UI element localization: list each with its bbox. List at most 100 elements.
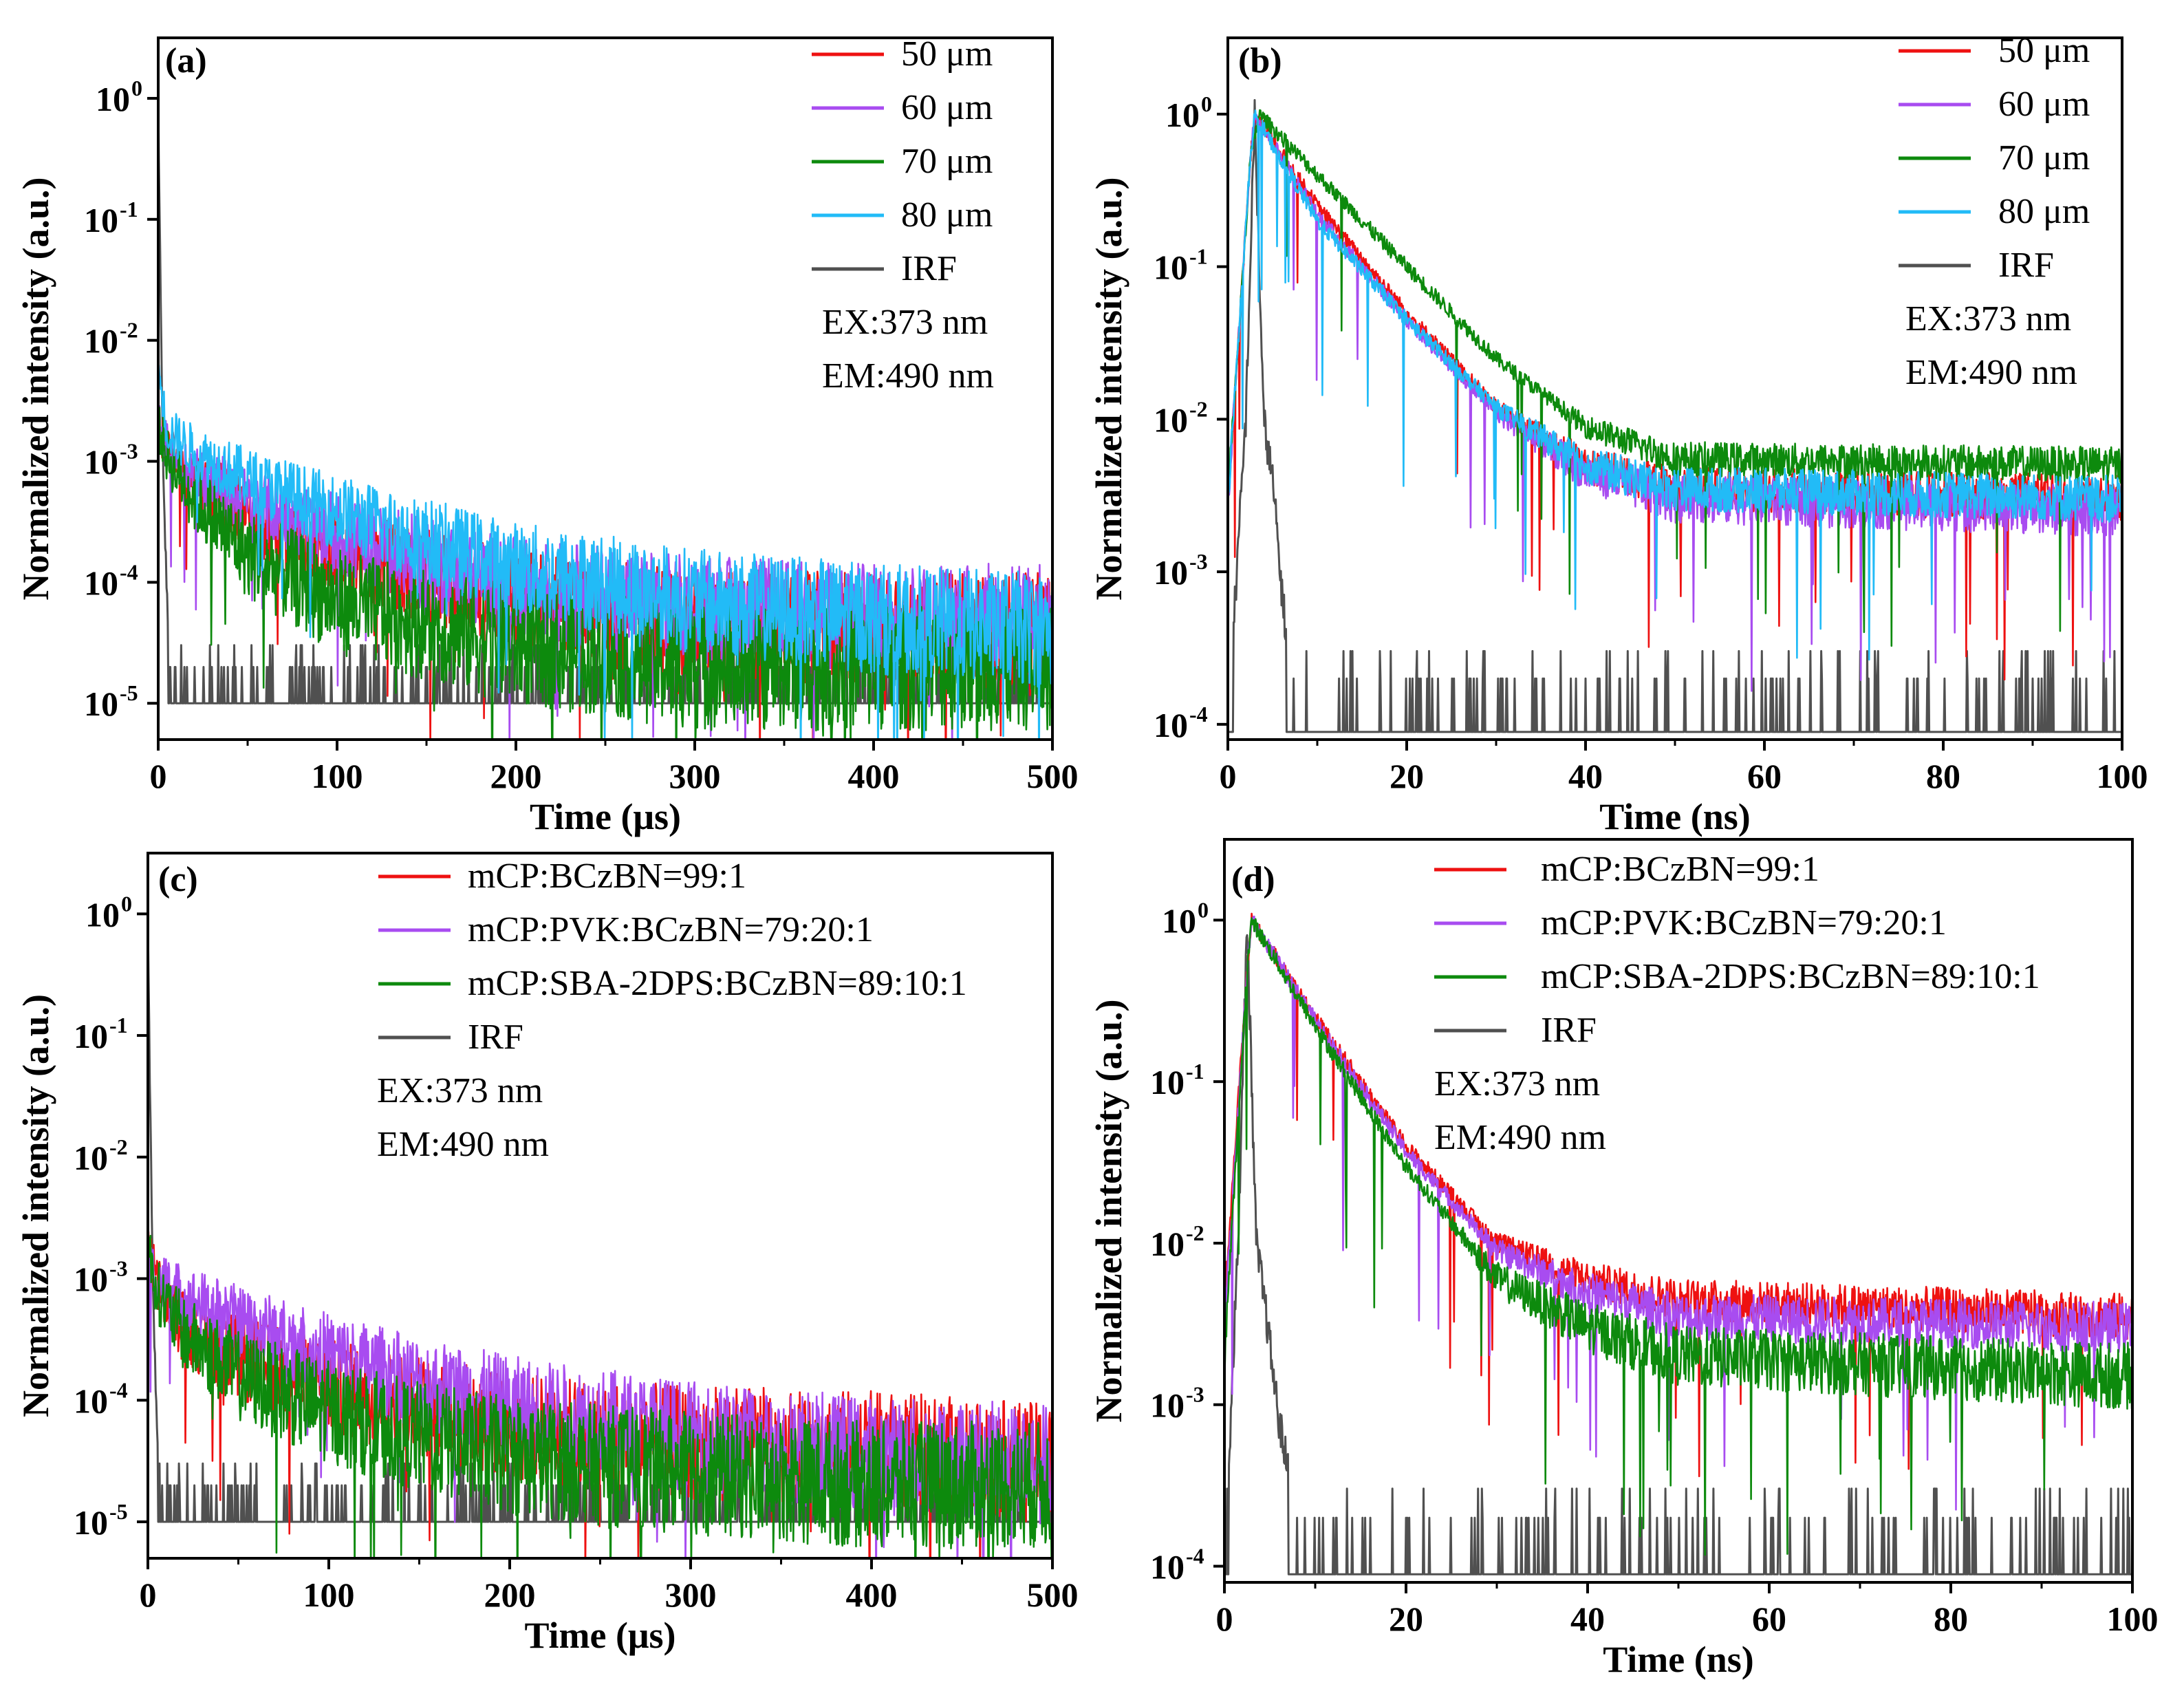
x-tick-label: 100	[303, 1575, 355, 1614]
series-60-m	[1228, 114, 2122, 692]
x-tick-label: 200	[490, 757, 542, 795]
legend-entry: IRF	[1541, 1011, 1597, 1050]
y-tick-label: 10-1	[1150, 1059, 1204, 1101]
y-tick-label: 10-3	[84, 439, 138, 482]
y-tick-label: 100	[96, 76, 142, 118]
legend-entry: IRF	[901, 249, 957, 288]
x-tick-label: 60	[1752, 1600, 1786, 1638]
legend-entry: 60 μm	[1998, 85, 2090, 124]
legend-entry: mCP:BCzBN=99:1	[468, 857, 746, 896]
series-irf	[1228, 99, 2122, 733]
legend-entry: IRF	[468, 1018, 523, 1057]
x-axis-label: Time (ns)	[1603, 1639, 1754, 1680]
y-tick-label: 10-2	[1150, 1220, 1204, 1263]
y-axis-label: Normalized intensity (a.u.)	[1088, 177, 1129, 601]
x-tick-label: 100	[2107, 1600, 2159, 1638]
y-tick-label: 100	[1165, 92, 1212, 134]
y-tick-label: 10-1	[84, 197, 138, 239]
annotation: EX:373 nm	[377, 1071, 543, 1110]
legend-entry: mCP:PVK:BCzBN=79:20:1	[468, 910, 874, 949]
x-tick-label: 100	[312, 757, 363, 795]
y-tick-label: 100	[1162, 897, 1209, 940]
legend-entry: 50 μm	[1998, 31, 2090, 70]
y-tick-label: 10-5	[74, 1499, 128, 1542]
y-tick-label: 10-1	[1154, 244, 1208, 287]
y-tick-label: 10-2	[84, 318, 138, 361]
y-tick-label: 10-5	[84, 680, 138, 723]
legend-entry: 80 μm	[901, 195, 993, 235]
y-tick-label: 100	[85, 891, 132, 934]
series-mcp-sba-2dps-bczbn-89-10-1	[148, 1234, 1052, 1558]
panel-label: (d)	[1231, 860, 1275, 899]
legend-entry: 70 μm	[1998, 138, 2090, 177]
x-tick-label: 60	[1747, 757, 1782, 795]
annotation: EM:490 nm	[1905, 353, 2077, 392]
legend-entry: mCP:PVK:BCzBN=79:20:1	[1541, 903, 1947, 943]
y-axis-label: Normalized intensity (a.u.)	[1088, 1000, 1129, 1423]
x-tick-label: 500	[1027, 1575, 1079, 1614]
y-tick-label: 10-3	[74, 1256, 128, 1299]
y-tick-label: 10-3	[1150, 1382, 1204, 1425]
x-tick-label: 300	[669, 757, 721, 795]
panel-label: (a)	[165, 41, 207, 80]
x-tick-label: 0	[150, 757, 167, 795]
series-mcp-pvk-bczbn-79-20-1	[1224, 915, 2132, 1511]
x-tick-label: 40	[1568, 757, 1603, 795]
y-tick-label: 10-4	[1150, 1544, 1204, 1586]
x-tick-label: 400	[846, 1575, 898, 1614]
x-tick-label: 200	[484, 1575, 536, 1614]
x-tick-label: 20	[1389, 1600, 1423, 1638]
series-80-m	[1228, 109, 2122, 661]
x-tick-label: 0	[1220, 757, 1237, 795]
series-irf	[1224, 934, 2132, 1575]
series-80-m	[158, 364, 1052, 740]
legend-entry: mCP:BCzBN=99:1	[1541, 850, 1819, 889]
panel-3: 0 20 40 60 80 100 100 10-1 10-2 10-3 10-4 Time (ns)…	[1088, 838, 2159, 1680]
plot-area	[1224, 912, 2132, 1575]
y-tick-label: 10-2	[74, 1134, 128, 1177]
x-tick-label: 20	[1390, 757, 1424, 795]
y-tick-label: 10-2	[1154, 396, 1208, 439]
legend-entry: 60 μm	[901, 88, 993, 127]
annotation: EX:373 nm	[1905, 299, 2071, 338]
legend-entry: mCP:SBA-2DPS:BCzBN=89:10:1	[468, 964, 967, 1003]
x-tick-label: 300	[665, 1575, 717, 1614]
x-tick-label: 80	[1934, 1600, 1968, 1638]
series-70-m	[1228, 109, 2122, 647]
legend-entry: 80 μm	[1998, 192, 2090, 231]
panel-1: 0 20 40 60 80 100 100 10-1 10-2 10-3 10-4 Time (ns)…	[1088, 31, 2148, 837]
panel-2: 0 100 200 300 400 500 100 10-1 10-2 10-3 10-4 10-5 T…	[15, 852, 1079, 1656]
annotation: EM:490 nm	[1434, 1118, 1606, 1157]
y-tick-label: 10-1	[74, 1013, 128, 1055]
plot-area	[148, 919, 1052, 1558]
x-tick-label: 40	[1570, 1600, 1605, 1638]
x-tick-label: 500	[1027, 757, 1079, 795]
panel-0: 0 100 200 300 400 500 100 10-1 10-2 10-3 10-4 10-5 T…	[15, 34, 1079, 837]
y-tick-label: 10-4	[74, 1377, 128, 1420]
panel-label: (c)	[158, 860, 198, 899]
panel-label: (b)	[1238, 41, 1282, 80]
legend-entry: 50 μm	[901, 34, 993, 74]
annotation: EM:490 nm	[377, 1125, 549, 1164]
series-mcp-sba-2dps-bczbn-89-10-1	[1224, 917, 2132, 1556]
x-tick-label: 80	[1926, 757, 1960, 795]
annotation: EX:373 nm	[822, 303, 988, 342]
legend-entry: mCP:SBA-2DPS:BCzBN=89:10:1	[1541, 957, 2040, 996]
legend-entry: 70 μm	[901, 142, 993, 181]
legend-entry: IRF	[1998, 246, 2054, 285]
annotation: EM:490 nm	[822, 356, 994, 396]
y-axis-label: Normalized intensity (a.u.)	[15, 177, 56, 601]
y-axis-label: Normalized intensity (a.u.)	[15, 994, 56, 1417]
x-axis-label: Time (μs)	[524, 1615, 675, 1656]
series-50-m	[1228, 113, 2122, 680]
x-axis-label: Time (μs)	[530, 796, 681, 837]
plot-area	[158, 94, 1052, 740]
x-tick-label: 400	[848, 757, 900, 795]
plot-area	[1228, 99, 2122, 733]
x-tick-label: 0	[140, 1575, 157, 1614]
x-tick-label: 100	[2097, 757, 2148, 795]
y-tick-label: 10-4	[1154, 702, 1208, 744]
x-axis-label: Time (ns)	[1599, 796, 1751, 837]
y-tick-label: 10-3	[1154, 549, 1208, 592]
